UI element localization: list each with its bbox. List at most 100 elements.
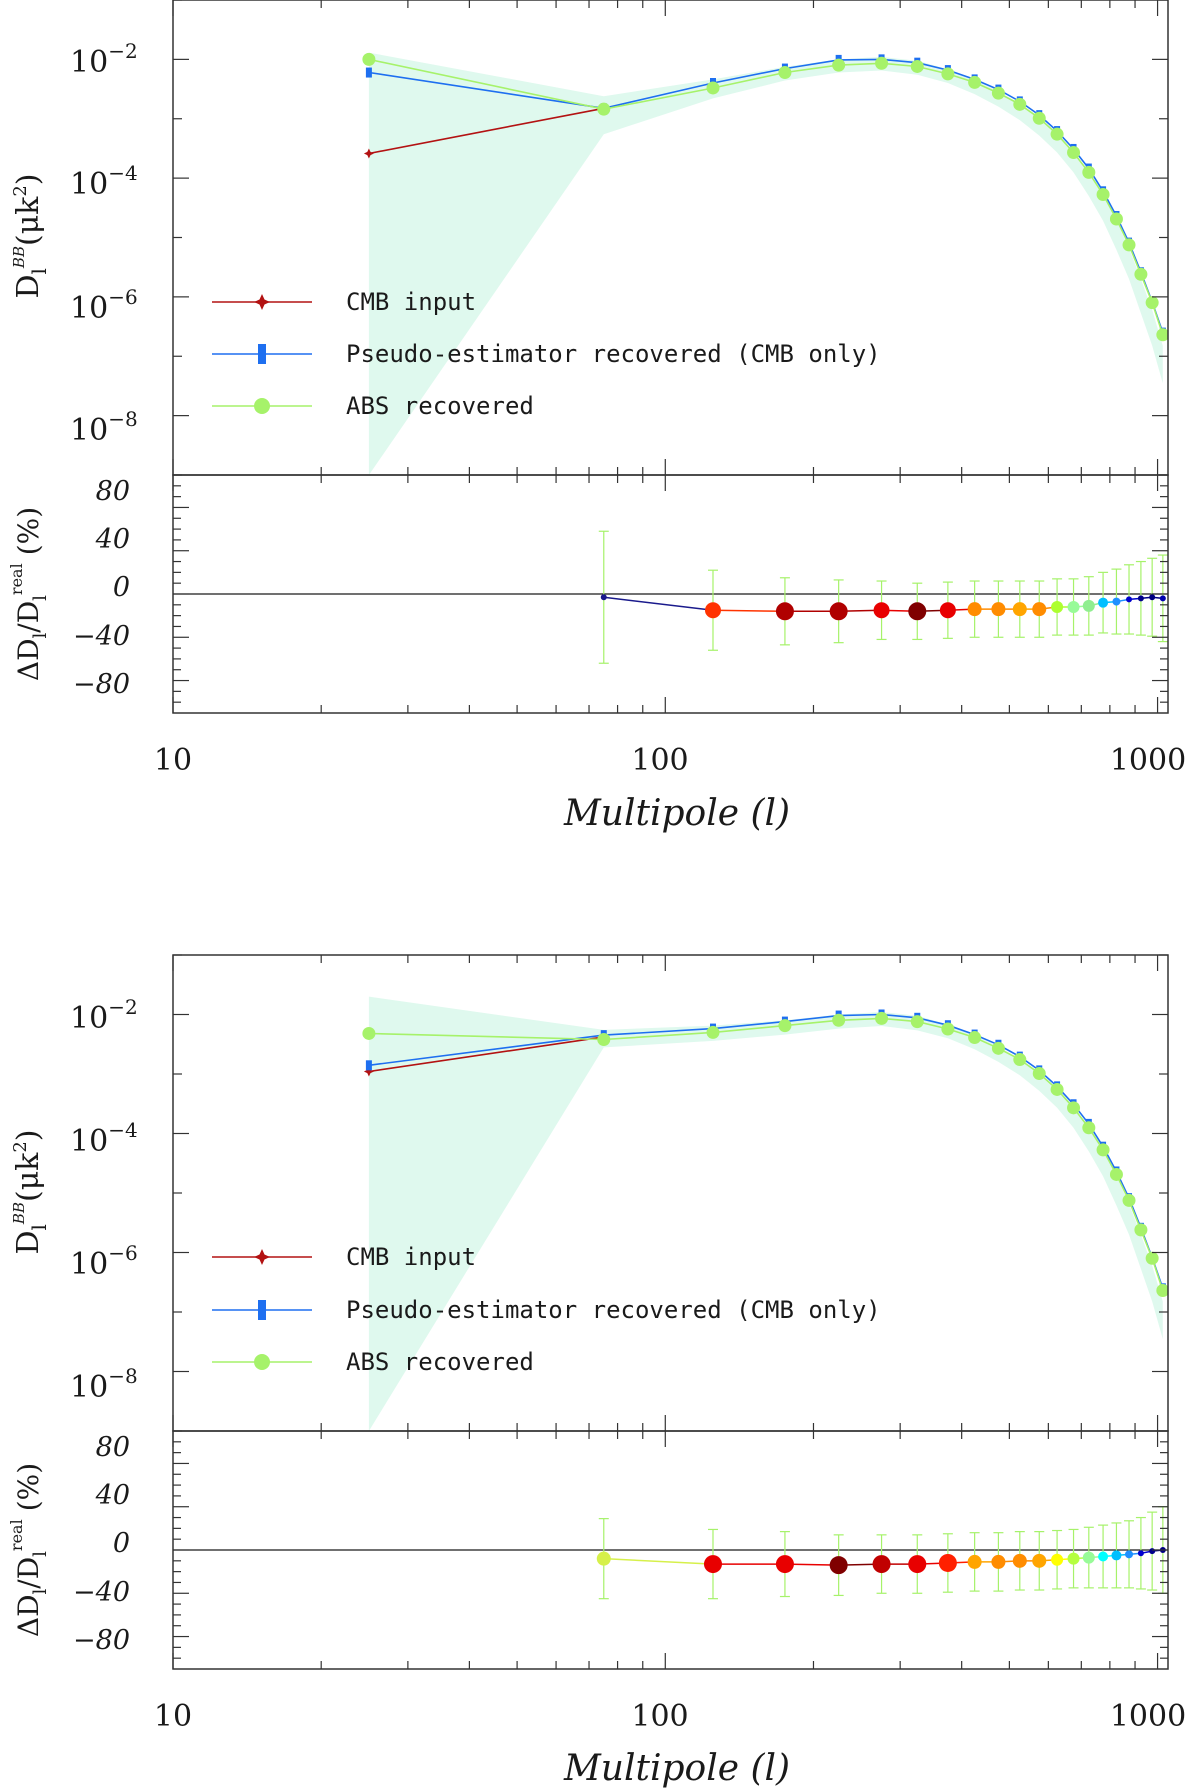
point-abs-recovered [778, 1019, 792, 1033]
point-abs-recovered [991, 86, 1005, 100]
series-line-cmb-input [368, 1036, 604, 1073]
point-abs-recovered [968, 1031, 982, 1045]
spectrum-series [362, 52, 1168, 342]
x-axis-label: Multipole (l) [563, 1748, 790, 1788]
residual-y-tick-0: 0 [113, 572, 130, 603]
residual-y-tick-0: 0 [113, 1528, 130, 1559]
legend-circle-marker [254, 398, 270, 414]
point-abs-recovered [778, 66, 792, 80]
residual-point [908, 1555, 927, 1574]
residual-y-tick-minus40: −40 [73, 621, 130, 652]
residual-point [1051, 600, 1064, 613]
residual-connector [712, 609, 785, 613]
legend-label-abs-recovered: ABS recovered [346, 392, 534, 420]
legend-circle-marker [254, 1354, 270, 1370]
legend-label-pseudo-estimator: Pseudo-estimator recovered (CMB only) [346, 1296, 881, 1324]
y-axis-label-residual: ΔDl/Dlreal(%) [7, 1463, 51, 1637]
point-abs-recovered [941, 1022, 955, 1036]
point-abs-recovered [597, 102, 611, 116]
legend-label-pseudo-estimator: Pseudo-estimator recovered (CMB only) [346, 340, 881, 368]
band-area [368, 996, 1163, 1431]
residual-y-tick-40: 40 [95, 524, 130, 555]
residual-point [1032, 1553, 1047, 1568]
point-abs-recovered [1082, 165, 1096, 179]
legend-label-cmb-input: CMB input [346, 1243, 476, 1271]
axes-frames [172, 0, 1169, 714]
residual-point [938, 1553, 957, 1572]
y-tick-label-1e-6: 10−6 [70, 1241, 138, 1282]
point-abs-recovered [1134, 1223, 1148, 1237]
point-abs-recovered [875, 1011, 889, 1025]
residual-point [967, 1554, 982, 1569]
residual-point [967, 602, 982, 617]
point-abs-recovered [1156, 328, 1168, 342]
point-abs-recovered [1050, 127, 1064, 141]
point-abs-recovered [1096, 1143, 1110, 1157]
residual-y-tick-80: 80 [96, 476, 130, 507]
residual-point [1149, 1548, 1156, 1555]
point-abs-recovered [1134, 267, 1148, 281]
point-abs-recovered [1122, 1193, 1136, 1207]
residual-point [1051, 1553, 1064, 1566]
residual-point [1137, 1550, 1144, 1557]
x-tick-label-10: 10 [154, 1699, 192, 1734]
point-abs-recovered [1067, 1101, 1081, 1115]
residual-point [1137, 595, 1144, 602]
point-abs-recovered [910, 59, 924, 73]
band-area [368, 52, 1163, 475]
legend: CMB input Pseudo-estimator recovered (CM… [212, 288, 881, 420]
y-tick-label-1e-2: 10−2 [70, 995, 138, 1036]
x-tick-label-1000: 1000 [1110, 743, 1186, 778]
residual-y-tick-minus40: −40 [73, 1577, 130, 1608]
legend-star-marker [254, 1249, 270, 1265]
point-abs-recovered [910, 1015, 924, 1029]
point-abs-recovered [991, 1041, 1005, 1055]
y-tick-label-1e-2: 10−2 [70, 39, 138, 80]
residual-points [596, 1506, 1168, 1600]
point-abs-recovered [706, 1025, 720, 1039]
residual-point [1126, 596, 1133, 603]
residual-point [1111, 1550, 1122, 1561]
abs-uncertainty-band [368, 996, 1163, 1431]
y-tick-label-1e-4: 10−4 [70, 161, 138, 202]
point-abs-recovered [875, 56, 889, 70]
residual-point [703, 1555, 722, 1574]
y-tick-label-1e-4: 10−4 [70, 1118, 138, 1159]
point-abs-recovered [1109, 1167, 1123, 1181]
residual-point [1082, 1551, 1095, 1564]
legend: CMB input Pseudo-estimator recovered (CM… [212, 1243, 881, 1376]
y-axis-label-residual: ΔDl/Dlreal(%) [7, 507, 51, 681]
y-tick-label-1e-8: 10−8 [70, 1364, 138, 1405]
legend-star-marker [254, 294, 270, 310]
residual-point [1032, 602, 1047, 617]
residual-point [1098, 1551, 1109, 1562]
legend-bar-marker [258, 1300, 266, 1320]
residual-point [775, 602, 794, 621]
point-pseudo-estimator-recovered-cmb-only [365, 1060, 372, 1071]
point-pseudo-estimator-recovered-cmb-only [365, 67, 372, 78]
point-abs-recovered [1050, 1082, 1064, 1096]
residual-point [1159, 595, 1166, 602]
residual-point [991, 1554, 1006, 1569]
abs-uncertainty-band [368, 52, 1163, 475]
residual-point [1012, 602, 1027, 617]
residual-connector [603, 596, 714, 611]
legend-bar-marker [258, 344, 266, 364]
point-abs-recovered [1145, 296, 1159, 310]
point-abs-recovered [706, 81, 720, 95]
residual-y-tick-minus80: −80 [73, 1625, 130, 1656]
residual-point [596, 1551, 611, 1566]
residual-point [1149, 594, 1156, 601]
residual-point [872, 1555, 891, 1574]
x-axis-label: Multipole (l) [563, 793, 790, 834]
residual-point [704, 602, 721, 619]
residual-point [1125, 1550, 1134, 1559]
point-abs-recovered [597, 1033, 611, 1047]
residual-point [1098, 597, 1109, 608]
residual-points [598, 530, 1168, 664]
point-abs-recovered [1145, 1251, 1159, 1265]
residual-point [1067, 1552, 1080, 1565]
point-abs-recovered [832, 58, 846, 72]
spectrum-series [362, 1009, 1168, 1297]
